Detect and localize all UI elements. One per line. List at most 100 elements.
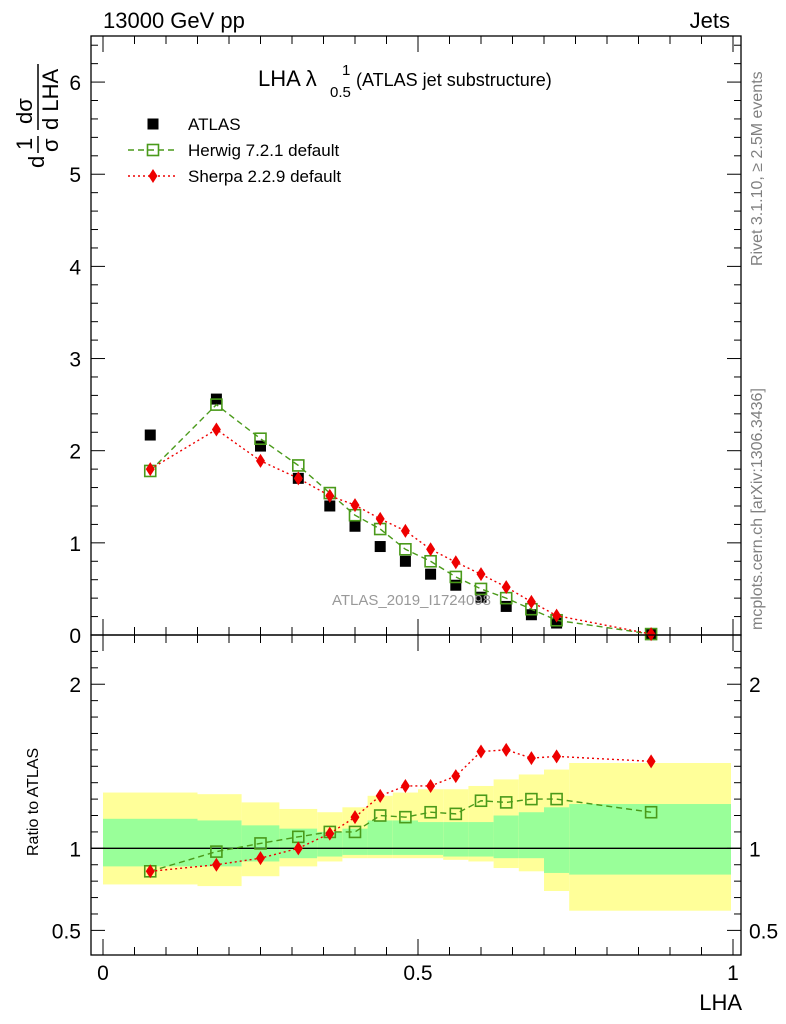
ratio-inner-band-bin bbox=[418, 822, 444, 855]
atlas-point bbox=[349, 520, 361, 532]
sherpa-ratio-point bbox=[501, 742, 511, 757]
atlas-point bbox=[500, 600, 512, 612]
legend-herwig-label: Herwig 7.2.1 default bbox=[188, 141, 339, 160]
herwig-ratio-point bbox=[210, 845, 223, 858]
title-subtitle: (ATLAS jet substructure) bbox=[356, 70, 552, 90]
plot-title: LHA λ 1 0.5 (ATLAS jet substructure) bbox=[258, 62, 552, 101]
herwig-ratio-point bbox=[254, 837, 267, 850]
sherpa-point bbox=[501, 580, 511, 595]
legend-sherpa-label: Sherpa 2.2.9 default bbox=[188, 167, 341, 186]
upper-y-tick-label: 4 bbox=[69, 256, 81, 279]
ratio-frame bbox=[90, 634, 742, 956]
sherpa-ratio-point bbox=[526, 751, 536, 766]
upper-y-tick-label: 0 bbox=[69, 625, 81, 648]
legend-herwig-marker bbox=[146, 143, 160, 157]
sherpa-point bbox=[426, 542, 436, 557]
herwig-ratio-line bbox=[150, 798, 652, 872]
ratio-inner-band-bin bbox=[103, 818, 198, 867]
herwig-point bbox=[499, 591, 513, 605]
ylabel-d-sigma: dσ bbox=[12, 98, 37, 124]
ratio-inner-band-bin bbox=[197, 820, 242, 867]
legend-atlas-label: ATLAS bbox=[188, 115, 241, 134]
ylabel-d-lha: d LHA bbox=[38, 69, 63, 130]
upper-y-axis-label: d 1 σ dσ d LHA bbox=[12, 64, 63, 168]
x-tick-label: 0.5 bbox=[403, 962, 432, 985]
sherpa-point bbox=[646, 627, 656, 642]
ratio-inner-band-bin bbox=[518, 812, 544, 859]
sherpa-point bbox=[451, 555, 461, 570]
rivet-side-label: Rivet 3.1.10, ≥ 2.5M events bbox=[749, 71, 766, 266]
title-superscript: 1 bbox=[342, 62, 350, 79]
ratio-inner-band-bin bbox=[569, 804, 731, 875]
herwig-point bbox=[254, 432, 267, 446]
x-tick-label: 0 bbox=[97, 962, 109, 985]
sherpa-point bbox=[293, 471, 303, 486]
sherpa-point bbox=[325, 488, 335, 503]
herwig-point bbox=[424, 554, 437, 568]
sherpa-ratio-point bbox=[476, 744, 486, 759]
atlas-point bbox=[399, 555, 411, 567]
analysis-watermark: ATLAS_2019_I1724098 bbox=[332, 592, 491, 609]
sherpa-point bbox=[400, 523, 410, 538]
herwig-ratio-point bbox=[348, 825, 362, 839]
ratio-inner-band-bin bbox=[443, 822, 469, 857]
atlas-point bbox=[144, 429, 156, 441]
sherpa-point bbox=[211, 422, 221, 437]
upper-y-tick-label: 2 bbox=[69, 441, 81, 464]
sherpa-ratio-point bbox=[293, 841, 303, 856]
herwig-ratio-point bbox=[474, 794, 488, 808]
sherpa-ratio-point bbox=[145, 864, 155, 879]
herwig-point bbox=[399, 542, 412, 556]
sherpa-ratio-point bbox=[211, 857, 221, 872]
ratio-inner-band-bin bbox=[392, 820, 418, 855]
ratio-y-tick-label: 1 bbox=[69, 838, 81, 861]
ratio-y-axis-label: Ratio to ATLAS bbox=[25, 748, 42, 856]
ratio-y-tick-label-right: 2 bbox=[749, 674, 761, 697]
ratio-inner-band-bin bbox=[544, 807, 570, 873]
atlas-point bbox=[425, 568, 437, 580]
sherpa-ratio-point bbox=[375, 788, 385, 803]
herwig-ratio-point bbox=[291, 830, 305, 844]
atlas-point bbox=[255, 440, 266, 452]
herwig-point bbox=[449, 570, 463, 584]
header-jets-label: Jets bbox=[690, 8, 730, 33]
herwig-line bbox=[149, 403, 652, 635]
ylabel-one: 1 bbox=[12, 138, 37, 150]
legend: ATLAS Herwig 7.2.1 default Sherpa 2.2.9 de… bbox=[128, 115, 341, 186]
herwig-ratio-point bbox=[525, 792, 538, 806]
herwig-point bbox=[291, 459, 305, 472]
atlas-point bbox=[475, 591, 487, 603]
sherpa-ratio-point bbox=[256, 851, 265, 866]
x-axis-label: LHA bbox=[699, 990, 742, 1015]
sherpa-point bbox=[552, 608, 562, 623]
x-tick-label: 1 bbox=[727, 962, 739, 985]
herwig-ratio-point bbox=[644, 805, 658, 819]
sherpa-point bbox=[375, 511, 385, 526]
upper-y-tick-label: 6 bbox=[69, 72, 81, 95]
sherpa-ratio-point bbox=[325, 826, 335, 841]
sherpa-point bbox=[476, 567, 486, 582]
ratio-inner-band-bin bbox=[367, 820, 393, 855]
sherpa-ratio-point bbox=[451, 769, 461, 784]
title-subscript: 0.5 bbox=[330, 84, 351, 101]
sherpa-ratio-point bbox=[350, 810, 360, 825]
ratio-y-tick-label-right: 0.5 bbox=[749, 920, 778, 943]
sherpa-ratio-point bbox=[426, 778, 436, 793]
sherpa-ratio-point bbox=[646, 754, 656, 769]
ratio-inner-band-bin bbox=[468, 822, 494, 857]
atlas-point bbox=[374, 541, 386, 553]
herwig-ratio-point bbox=[424, 805, 437, 819]
herwig-ratio-point bbox=[399, 810, 412, 824]
sherpa-ratio-point bbox=[400, 778, 410, 793]
header-energy-label: 13000 GeV pp bbox=[103, 8, 245, 33]
upper-y-tick-label: 5 bbox=[69, 164, 81, 187]
upper-panel: 0 1 2 3 4 5 6 bbox=[69, 35, 742, 648]
legend-sherpa-marker bbox=[148, 169, 158, 183]
herwig-ratio-point bbox=[550, 792, 563, 806]
atlas-point bbox=[551, 617, 563, 629]
atlas-point bbox=[324, 500, 336, 512]
atlas-point bbox=[450, 579, 462, 591]
herwig-point bbox=[210, 398, 223, 411]
sherpa-ratio-point bbox=[552, 749, 562, 764]
